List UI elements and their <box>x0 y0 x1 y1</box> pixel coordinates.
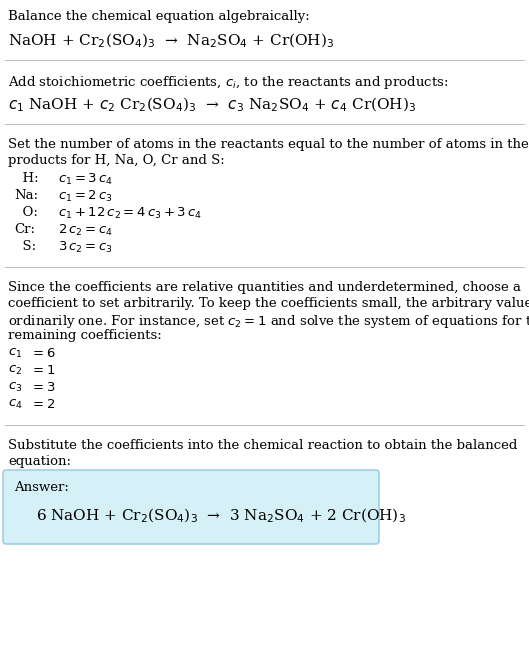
Text: $c_3$: $c_3$ <box>8 381 22 394</box>
Text: $= 2$: $= 2$ <box>30 398 56 411</box>
Text: NaOH + Cr$_2$(SO$_4$)$_3$  →  Na$_2$SO$_4$ + Cr(OH)$_3$: NaOH + Cr$_2$(SO$_4$)$_3$ → Na$_2$SO$_4$… <box>8 32 334 50</box>
Text: Add stoichiometric coefficients, $c_i$, to the reactants and products:: Add stoichiometric coefficients, $c_i$, … <box>8 74 449 91</box>
Text: $= 1$: $= 1$ <box>30 364 56 377</box>
Text: $c_1$: $c_1$ <box>8 347 22 360</box>
Text: Since the coefficients are relative quantities and underdetermined, choose a: Since the coefficients are relative quan… <box>8 281 521 294</box>
Text: Answer:: Answer: <box>14 481 69 494</box>
Text: Substitute the coefficients into the chemical reaction to obtain the balanced: Substitute the coefficients into the che… <box>8 439 517 452</box>
Text: S:: S: <box>14 240 36 253</box>
Text: O:: O: <box>14 206 38 219</box>
Text: Cr:: Cr: <box>14 223 35 236</box>
Text: ordinarily one. For instance, set $c_2 = 1$ and solve the system of equations fo: ordinarily one. For instance, set $c_2 =… <box>8 313 529 330</box>
Text: products for H, Na, O, Cr and S:: products for H, Na, O, Cr and S: <box>8 154 225 167</box>
Text: Balance the chemical equation algebraically:: Balance the chemical equation algebraica… <box>8 10 310 23</box>
Text: 6 NaOH + Cr$_2$(SO$_4$)$_3$  →  3 Na$_2$SO$_4$ + 2 Cr(OH)$_3$: 6 NaOH + Cr$_2$(SO$_4$)$_3$ → 3 Na$_2$SO… <box>36 507 406 525</box>
Text: equation:: equation: <box>8 455 71 468</box>
Text: $c_1 = 2\,c_3$: $c_1 = 2\,c_3$ <box>58 189 113 204</box>
Text: Na:: Na: <box>14 189 38 202</box>
Text: $c_4$: $c_4$ <box>8 398 23 411</box>
Text: $= 6$: $= 6$ <box>30 347 56 360</box>
Text: H:: H: <box>14 172 39 185</box>
Text: coefficient to set arbitrarily. To keep the coefficients small, the arbitrary va: coefficient to set arbitrarily. To keep … <box>8 297 529 310</box>
Text: $3\,c_2 = c_3$: $3\,c_2 = c_3$ <box>58 240 113 255</box>
Text: remaining coefficients:: remaining coefficients: <box>8 329 162 342</box>
Text: Set the number of atoms in the reactants equal to the number of atoms in the: Set the number of atoms in the reactants… <box>8 138 529 151</box>
Text: $c_1 + 12\,c_2 = 4\,c_3 + 3\,c_4$: $c_1 + 12\,c_2 = 4\,c_3 + 3\,c_4$ <box>58 206 202 221</box>
FancyBboxPatch shape <box>3 470 379 544</box>
Text: $c_1 = 3\,c_4$: $c_1 = 3\,c_4$ <box>58 172 113 187</box>
Text: $= 3$: $= 3$ <box>30 381 56 394</box>
Text: $c_2$: $c_2$ <box>8 364 22 377</box>
Text: $2\,c_2 = c_4$: $2\,c_2 = c_4$ <box>58 223 113 238</box>
Text: $c_1$ NaOH + $c_2$ Cr$_2$(SO$_4$)$_3$  →  $c_3$ Na$_2$SO$_4$ + $c_4$ Cr(OH)$_3$: $c_1$ NaOH + $c_2$ Cr$_2$(SO$_4$)$_3$ → … <box>8 96 416 115</box>
